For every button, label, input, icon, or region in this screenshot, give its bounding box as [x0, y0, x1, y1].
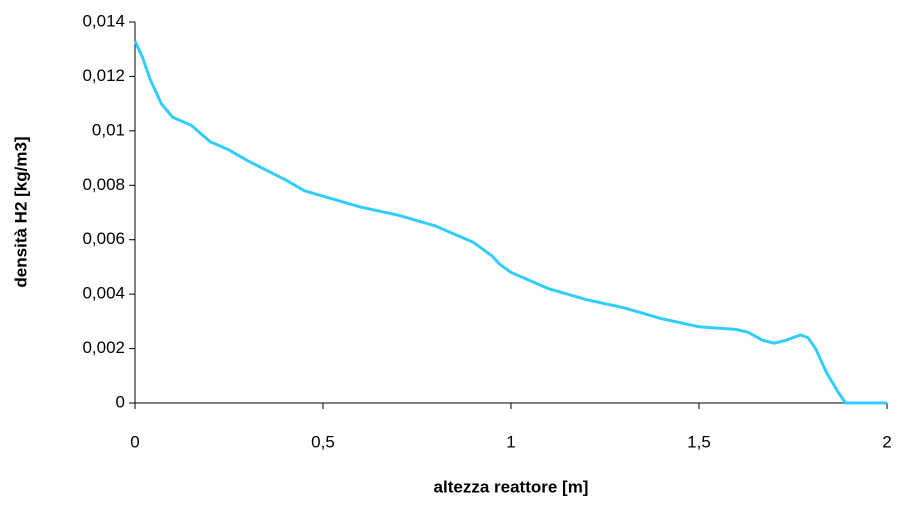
x-axis-label: altezza reattore [m]: [434, 477, 589, 496]
y-tick-label: 0,004: [82, 284, 125, 303]
y-tick-label: 0,002: [82, 338, 125, 357]
x-tick-label: 2: [882, 432, 891, 451]
x-tick-label: 1: [506, 432, 515, 451]
y-tick-label: 0,008: [82, 175, 125, 194]
y-tick-label: 0,01: [92, 120, 125, 139]
y-axis-label: densità H2 [kg/m3]: [11, 136, 30, 287]
y-tick-label: 0,014: [82, 11, 125, 30]
y-tick-label: 0,012: [82, 66, 125, 85]
data-line: [133, 40, 887, 405]
x-tick-label: 0,5: [311, 432, 335, 451]
y-tick-label: 0: [116, 392, 125, 411]
x-tick-label: 0: [130, 432, 139, 451]
y-tick-label: 0,006: [82, 229, 125, 248]
x-tick-label: 1,5: [687, 432, 711, 451]
